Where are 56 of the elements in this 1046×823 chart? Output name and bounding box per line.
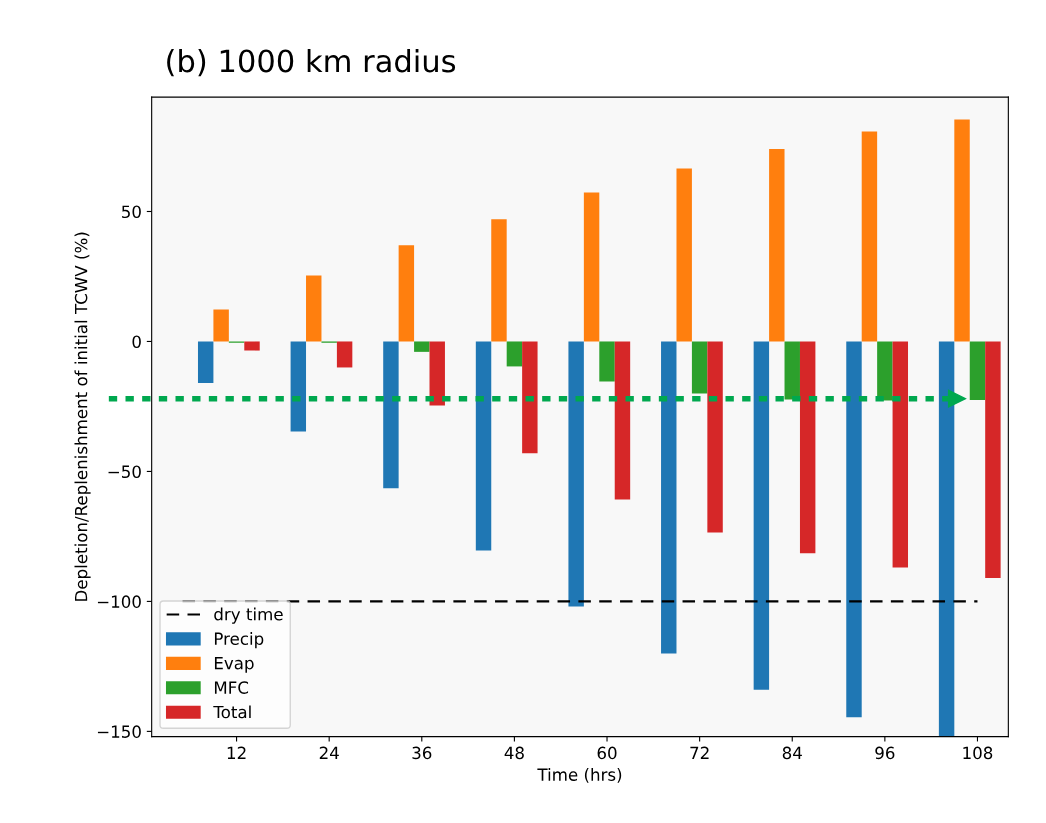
y-tick-label: 50: [122, 205, 141, 219]
y-axis-title: Depletion/Replenishment of initial TCWV (%): [74, 232, 91, 601]
legend-label: MFC: [214, 681, 249, 694]
x-tick-label: 60: [597, 746, 617, 760]
x-tick-label: 84: [782, 746, 802, 760]
bar: [877, 341, 893, 401]
y-tick-label: −50: [108, 465, 141, 479]
y-tick-label: −100: [97, 595, 141, 608]
bar: [676, 168, 692, 342]
x-tick-label: 12: [227, 746, 246, 759]
bar: [568, 341, 584, 607]
chart-title: (b) 1000 km radius: [167, 48, 456, 77]
x-tick-label: 48: [504, 746, 524, 760]
y-tick-label: 0: [132, 335, 141, 349]
bar: [290, 341, 307, 432]
bar: [846, 341, 862, 718]
bar: [475, 341, 492, 551]
bar: [414, 341, 430, 352]
bar: [954, 119, 970, 342]
bar: [306, 275, 322, 342]
bar: [753, 341, 770, 690]
bar: [398, 245, 415, 342]
bar: [506, 341, 523, 367]
x-tick-label: 96: [875, 746, 895, 760]
legend-label: Evap: [214, 657, 254, 673]
bar: [892, 341, 909, 568]
x-tick-label: 108: [963, 746, 993, 760]
bar: [614, 341, 631, 500]
bar: [769, 149, 785, 342]
bar: [429, 341, 445, 406]
bar: [383, 341, 399, 489]
x-tick-label: 72: [690, 746, 709, 759]
bar: [969, 341, 986, 400]
bar: [336, 341, 353, 368]
bar: [583, 192, 600, 342]
bar: [213, 309, 229, 342]
legend-label: dry time: [214, 607, 283, 624]
x-axis-title: Time (hrs): [537, 767, 622, 783]
x-tick-label: 36: [412, 746, 432, 760]
bar: [707, 341, 723, 533]
bar: [244, 341, 260, 351]
bar: [522, 341, 538, 454]
bar: [491, 219, 507, 342]
bar: [661, 341, 677, 654]
bar: [691, 341, 708, 394]
bar: [784, 341, 800, 400]
x-tick-label: 24: [319, 746, 339, 759]
bar: [197, 341, 214, 384]
bar: [985, 341, 1001, 579]
y-tick-label: −150: [97, 725, 141, 738]
bar: [861, 131, 878, 342]
legend-label: Precip: [214, 632, 264, 649]
bar: [599, 341, 615, 382]
legend-label: Total: [213, 705, 251, 719]
bar: [799, 341, 816, 554]
bar: [938, 341, 955, 737]
